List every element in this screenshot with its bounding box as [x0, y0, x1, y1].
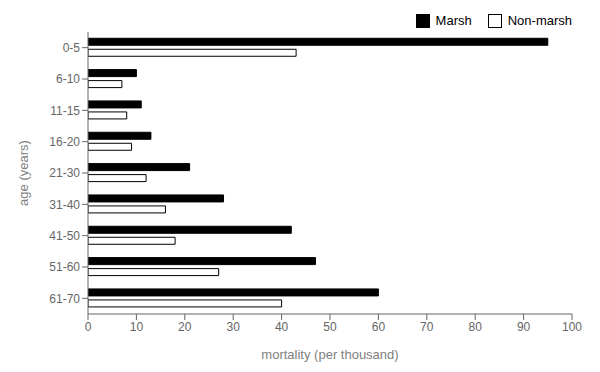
svg-text:100: 100	[562, 320, 582, 334]
svg-text:mortality (per thousand): mortality (per thousand)	[261, 347, 398, 362]
svg-text:0-5: 0-5	[63, 41, 81, 55]
svg-text:6-10: 6-10	[56, 72, 80, 86]
html-text:Marsh: Marsh	[435, 13, 472, 28]
svg-text:80: 80	[469, 320, 483, 334]
svg-text:11-15: 11-15	[50, 104, 80, 118]
svg-text:0: 0	[85, 320, 92, 334]
svg-text:41-50: 41-50	[49, 229, 80, 243]
svg-text:90: 90	[517, 320, 531, 334]
svg-text:70: 70	[420, 320, 434, 334]
svg-text:21-30: 21-30	[49, 166, 80, 180]
svg-text:31-40: 31-40	[49, 198, 80, 212]
svg-text:60: 60	[372, 320, 386, 334]
svg-text:40: 40	[275, 320, 289, 334]
svg-text:16-20: 16-20	[49, 135, 80, 149]
svg-text:61-70: 61-70	[49, 292, 80, 306]
svg-text:20: 20	[178, 320, 192, 334]
svg-text:10: 10	[130, 320, 144, 334]
html-text:Non-marsh: Non-marsh	[507, 13, 572, 28]
svg-text:age (years): age (years)	[16, 140, 31, 206]
svg-text:30: 30	[227, 320, 241, 334]
svg-text:50: 50	[323, 320, 337, 334]
svg-text:51-60: 51-60	[49, 260, 80, 274]
